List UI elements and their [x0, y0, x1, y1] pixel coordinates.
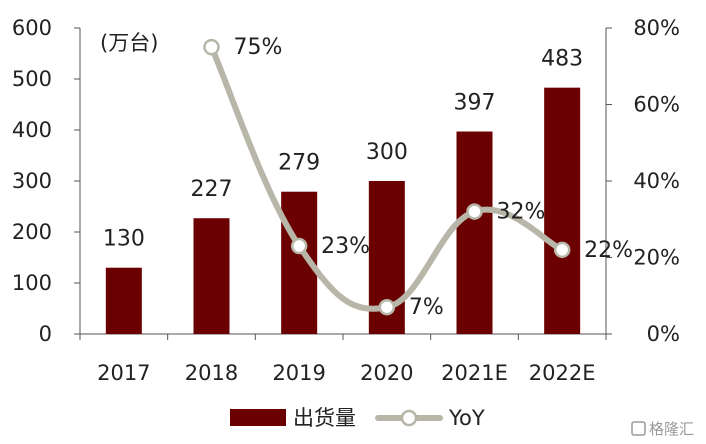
- y-left-tick-label: 300: [12, 169, 52, 193]
- bar-value-label: 483: [541, 47, 583, 72]
- y-left-tick-label: 100: [12, 271, 52, 295]
- y-left-tick-label: 0: [39, 322, 52, 346]
- y-left-tick-label: 200: [12, 220, 52, 244]
- watermark-text: 格隆汇: [649, 420, 694, 438]
- y-right-tick-label: 80%: [633, 16, 680, 40]
- x-tick-label: 2018: [185, 361, 238, 385]
- bar-value-label: 397: [454, 91, 496, 116]
- y-left-tick-label: 400: [12, 118, 52, 142]
- bar-value-label: 130: [103, 227, 145, 252]
- watermark-badge-icon: [631, 421, 646, 436]
- legend-label-line: YoY: [448, 406, 485, 430]
- yoy-value-label: 75%: [234, 35, 283, 60]
- bar-value-label: 227: [191, 177, 233, 202]
- yoy-point: [553, 241, 571, 259]
- y-right-tick-label: 0%: [647, 322, 680, 346]
- legend-swatch-bar: [230, 409, 286, 426]
- yoy-value-label: 23%: [321, 234, 370, 259]
- legend: 出货量 YoY: [230, 406, 485, 430]
- unit-label: (万台): [100, 31, 158, 55]
- x-tick-label: 2020: [360, 361, 413, 385]
- y-right-tick-label: 60%: [633, 93, 680, 117]
- y-right-tick-label: 40%: [633, 169, 680, 193]
- x-tick-label: 2021E: [441, 361, 508, 385]
- yoy-point: [290, 237, 308, 255]
- x-tick-label: 2019: [272, 361, 325, 385]
- yoy-line-group: [203, 38, 571, 316]
- bar: [456, 131, 493, 334]
- yoy-point: [466, 203, 483, 220]
- yoy-point: [203, 38, 220, 56]
- bar-value-label: 300: [366, 140, 408, 165]
- x-tick-label: 2017: [97, 361, 150, 385]
- bar-value-label: 279: [278, 151, 320, 176]
- bar: [105, 267, 142, 334]
- bars: [105, 87, 581, 334]
- y-right-tick-label: 20%: [633, 246, 680, 270]
- bar: [544, 87, 581, 334]
- y-left-tick-label: 600: [12, 16, 52, 40]
- labels: 130 227 279 300 397 483 75% 23% 7% 32% 22%: [103, 35, 633, 320]
- yoy-value-label: 7%: [409, 295, 444, 320]
- axes: 0 100 200 300 400 500 600 0% 20% 40% 60% 80% 2017 201…: [12, 16, 680, 385]
- yoy-value-label: 22%: [584, 238, 633, 263]
- watermark: 格隆汇: [631, 420, 694, 438]
- legend-swatch-marker: [400, 409, 418, 427]
- bar: [193, 218, 230, 334]
- yoy-value-label: 32%: [497, 200, 546, 225]
- legend-label-bar: 出货量: [293, 406, 356, 430]
- x-tick-label: 2022E: [529, 361, 596, 385]
- y-left-tick-label: 500: [12, 67, 52, 91]
- yoy-point: [378, 298, 396, 316]
